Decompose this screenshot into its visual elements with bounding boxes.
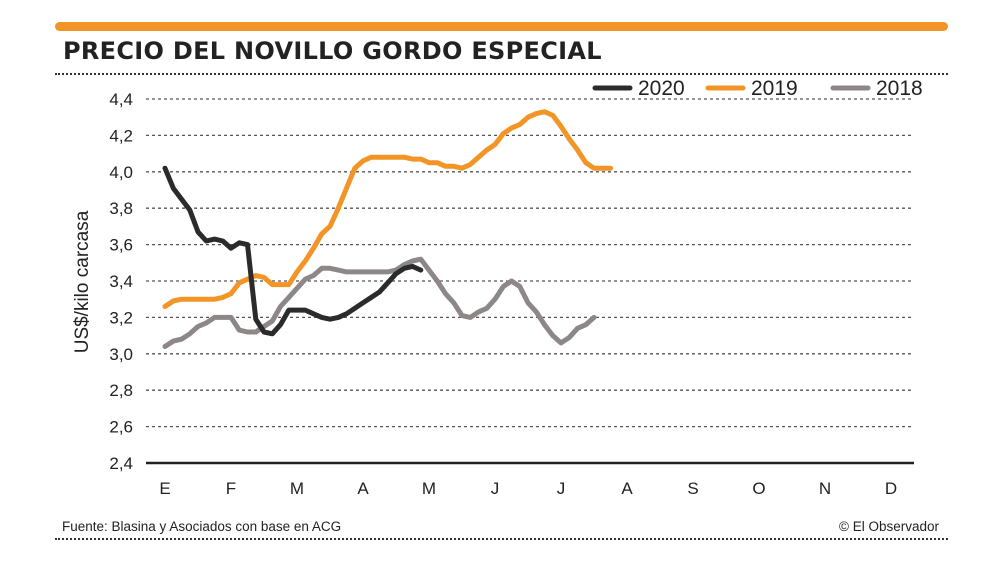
y-tick-label: 3,6 xyxy=(109,236,133,255)
x-tick-label: J xyxy=(557,479,566,498)
x-tick-label: M xyxy=(290,479,304,498)
y-tick-label: 2,6 xyxy=(109,418,133,437)
x-tick-label: M xyxy=(422,479,436,498)
series-line-2018 xyxy=(162,256,597,349)
footer-divider xyxy=(55,538,948,540)
gridlines xyxy=(146,98,914,465)
x-tick-label: N xyxy=(819,479,831,498)
series-lines xyxy=(162,109,613,349)
series-line-2020 xyxy=(162,165,424,337)
legend-label-2019: 2019 xyxy=(751,77,798,100)
x-tick-label: E xyxy=(159,479,170,498)
y-tick-label: 3,0 xyxy=(109,345,133,364)
y-tick-label: 3,8 xyxy=(109,199,133,218)
y-tick-label: 2,4 xyxy=(109,454,133,473)
top-accent-bar xyxy=(55,22,948,31)
y-tick-label: 3,2 xyxy=(109,308,133,327)
credit-note: © El Observador xyxy=(839,519,939,534)
x-tick-label: S xyxy=(687,479,698,498)
x-tick-label: J xyxy=(491,479,500,498)
y-tick-label: 4,2 xyxy=(109,126,133,145)
y-tick-label: 4,0 xyxy=(109,163,133,182)
series-line-2019 xyxy=(162,109,613,309)
y-tick-label: 2,8 xyxy=(109,381,133,400)
x-tick-label: O xyxy=(752,479,765,498)
y-axis-ticks: 2,4 2,6 2,8 3,0 3,2 3,4 3,6 3,8 4,0 4,2 4,4 xyxy=(109,90,133,473)
y-tick-label: 3,4 xyxy=(109,272,133,291)
source-note: Fuente: Blasina y Asociados con base en … xyxy=(62,519,342,534)
legend: 2020 2019 2018 xyxy=(592,77,923,100)
y-tick-label: 4,4 xyxy=(109,90,133,109)
legend-label-2018: 2018 xyxy=(876,77,923,100)
x-tick-label: D xyxy=(885,479,897,498)
x-tick-label: A xyxy=(621,479,633,498)
x-tick-label: A xyxy=(357,479,369,498)
x-tick-label: F xyxy=(226,479,236,498)
legend-label-2020: 2020 xyxy=(638,77,685,100)
y-axis-title: US$/kilo carcasa xyxy=(72,210,93,353)
title-divider xyxy=(55,73,948,75)
chart-title: PRECIO DEL NOVILLO GORDO ESPECIAL xyxy=(63,37,602,65)
